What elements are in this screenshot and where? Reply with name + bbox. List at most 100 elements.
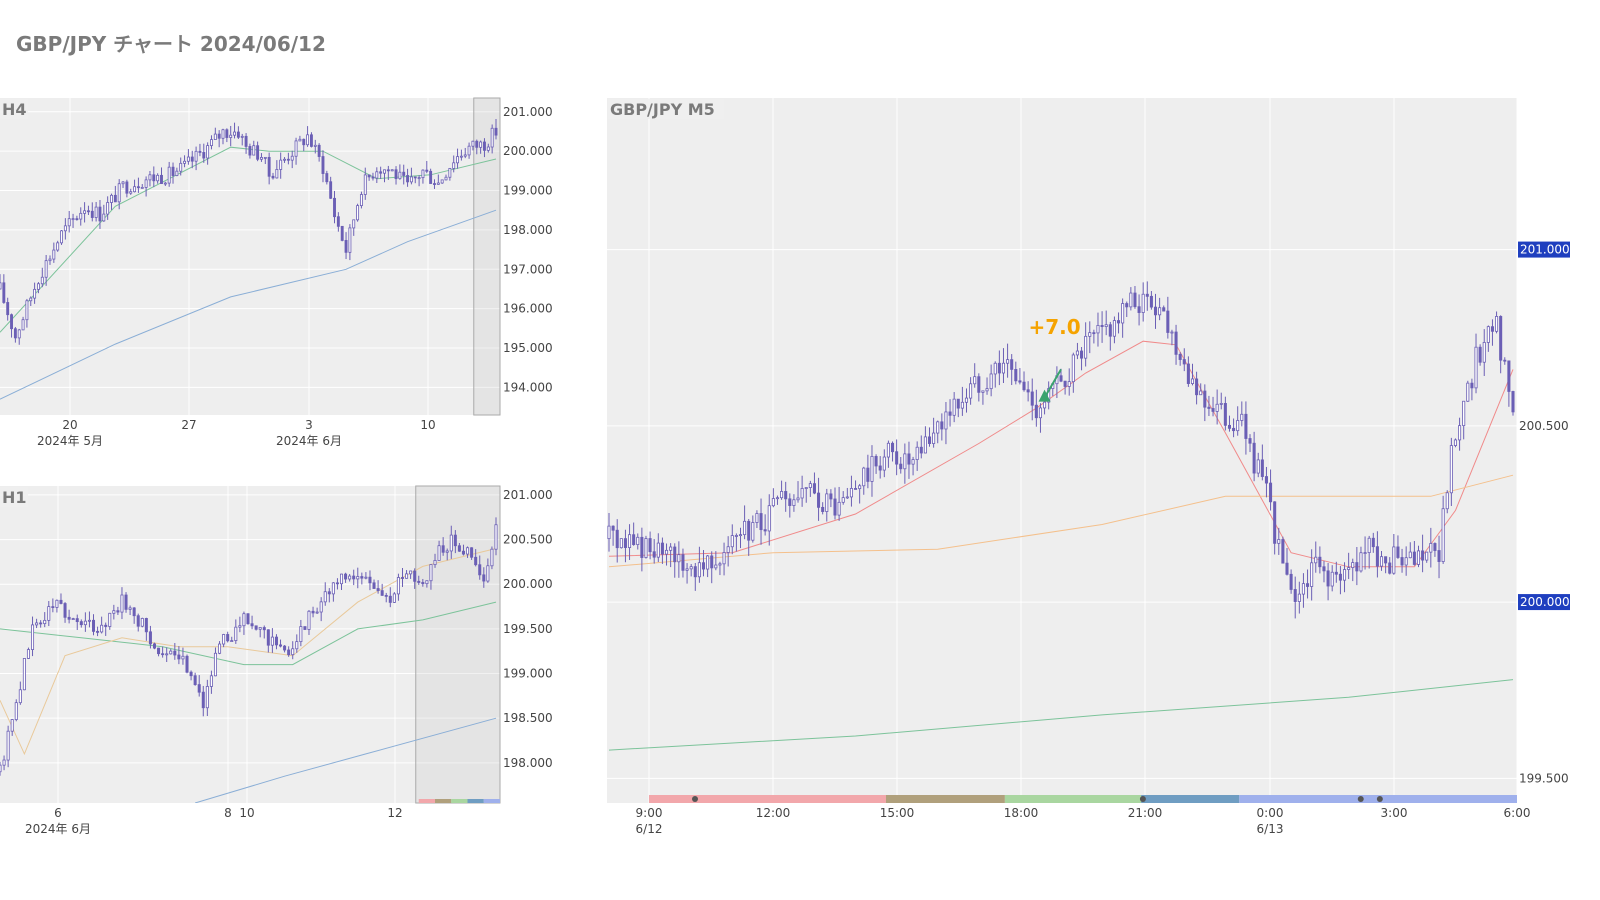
y-tick-label: 198.500 bbox=[503, 711, 553, 725]
y-tick-label: 197.000 bbox=[503, 262, 553, 276]
candle-body bbox=[1129, 292, 1133, 308]
candle-body bbox=[372, 582, 376, 589]
candle bbox=[1125, 301, 1129, 317]
candle bbox=[44, 254, 48, 286]
candle-body bbox=[1112, 320, 1116, 337]
candle bbox=[1108, 321, 1112, 351]
candle-body bbox=[1211, 408, 1215, 412]
candle bbox=[821, 502, 825, 515]
candle-body bbox=[51, 606, 55, 609]
candle-body bbox=[270, 636, 274, 646]
candle bbox=[1010, 354, 1014, 386]
candle-body bbox=[402, 171, 406, 176]
candle-body bbox=[86, 210, 90, 213]
x-tick-label: 20 bbox=[62, 418, 77, 432]
candle bbox=[1129, 287, 1133, 311]
candle bbox=[409, 167, 413, 185]
candle bbox=[396, 573, 400, 601]
candle bbox=[1503, 357, 1507, 365]
candle-body bbox=[340, 225, 344, 241]
candle-body bbox=[1186, 363, 1190, 384]
candle-body bbox=[339, 573, 344, 585]
candle-body bbox=[1236, 420, 1240, 432]
candle bbox=[812, 472, 816, 495]
candle bbox=[1149, 291, 1153, 310]
candle bbox=[1281, 536, 1285, 564]
candle-body bbox=[623, 538, 627, 548]
candle bbox=[1338, 566, 1342, 595]
candle-body bbox=[306, 134, 310, 146]
candle bbox=[1482, 329, 1486, 376]
candle-body bbox=[812, 483, 816, 494]
candle-body bbox=[183, 160, 187, 164]
candle-body bbox=[1322, 566, 1326, 572]
candle bbox=[718, 561, 722, 576]
candle bbox=[309, 132, 313, 148]
candle-body bbox=[1343, 569, 1347, 581]
session-dot bbox=[692, 796, 699, 802]
candle-body bbox=[1347, 567, 1351, 570]
candle bbox=[444, 174, 448, 181]
candle bbox=[128, 605, 132, 616]
candle-body bbox=[75, 618, 79, 623]
candle bbox=[1421, 534, 1425, 573]
candle-body bbox=[94, 206, 98, 218]
candle-body bbox=[1195, 378, 1199, 396]
candle-body bbox=[198, 150, 202, 153]
y-tick-label: 200.000 bbox=[503, 577, 553, 591]
candle bbox=[398, 164, 402, 180]
candle-body bbox=[356, 205, 360, 221]
candle-body bbox=[1310, 562, 1314, 587]
candle bbox=[964, 388, 969, 413]
candle bbox=[429, 564, 433, 590]
candle-body bbox=[1470, 382, 1474, 389]
candle-body bbox=[323, 591, 327, 603]
candle bbox=[1190, 363, 1195, 386]
candle bbox=[400, 567, 405, 587]
x-tick-sublabel: 2024年 6月 bbox=[25, 822, 91, 836]
candle bbox=[1458, 417, 1462, 451]
candle bbox=[94, 201, 98, 222]
candle bbox=[181, 647, 185, 665]
candle-body bbox=[383, 169, 386, 174]
candle-body bbox=[615, 529, 619, 549]
candle-body bbox=[79, 212, 83, 220]
candle bbox=[160, 167, 163, 184]
highlight-box bbox=[415, 485, 501, 804]
candle-body bbox=[344, 573, 348, 580]
candle-body bbox=[1371, 537, 1375, 548]
candle bbox=[270, 628, 274, 653]
candle bbox=[421, 169, 425, 184]
candle bbox=[722, 542, 726, 576]
candle bbox=[800, 475, 804, 507]
moving-average-line bbox=[194, 717, 497, 803]
candle bbox=[1334, 561, 1338, 583]
candle bbox=[67, 210, 71, 233]
candle-body bbox=[321, 156, 325, 174]
candle bbox=[656, 533, 660, 563]
candle bbox=[371, 172, 375, 181]
candle-body bbox=[895, 451, 899, 465]
x-tick-sublabel: 2024年 5月 bbox=[37, 434, 103, 448]
candle bbox=[1318, 546, 1322, 574]
candle bbox=[628, 524, 632, 560]
candle-body bbox=[368, 576, 372, 584]
page-title: GBP/JPY チャート 2024/06/12 bbox=[16, 32, 326, 56]
candle-body bbox=[825, 493, 829, 512]
candle bbox=[615, 519, 619, 563]
candle-body bbox=[1141, 293, 1145, 313]
candle-body bbox=[189, 671, 193, 677]
candle-body bbox=[375, 171, 379, 179]
candle bbox=[22, 658, 26, 691]
candle-body bbox=[384, 594, 388, 597]
candle-body bbox=[706, 555, 710, 570]
candle-body bbox=[1252, 442, 1256, 474]
candle bbox=[364, 572, 368, 580]
candle-body bbox=[21, 319, 25, 331]
candle-body bbox=[229, 134, 233, 138]
candle-body bbox=[413, 570, 417, 582]
candle bbox=[306, 126, 310, 147]
candle bbox=[1001, 348, 1005, 384]
candle-body bbox=[1396, 546, 1400, 558]
candle bbox=[117, 179, 121, 210]
